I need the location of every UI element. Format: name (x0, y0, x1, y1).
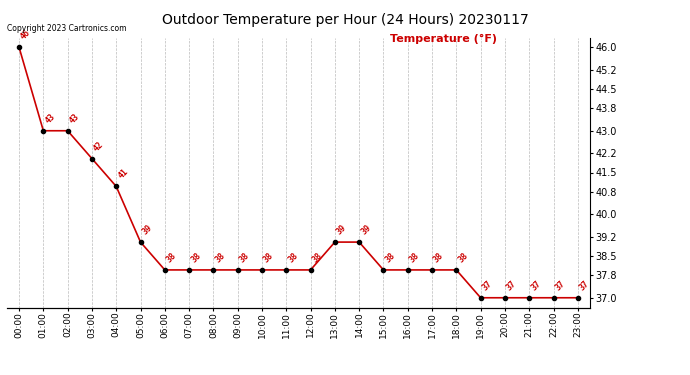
Text: 38: 38 (286, 251, 299, 264)
Text: 37: 37 (553, 279, 567, 292)
Text: 38: 38 (189, 251, 203, 264)
Text: 38: 38 (384, 251, 397, 264)
Text: 38: 38 (213, 251, 227, 264)
Text: Outdoor Temperature per Hour (24 Hours) 20230117: Outdoor Temperature per Hour (24 Hours) … (161, 13, 529, 27)
Text: 38: 38 (408, 251, 421, 264)
Text: 43: 43 (68, 112, 81, 125)
Text: 39: 39 (141, 223, 154, 237)
Text: 41: 41 (116, 167, 130, 181)
Text: 37: 37 (529, 279, 542, 292)
Text: 38: 38 (237, 251, 251, 264)
Text: 38: 38 (456, 251, 470, 264)
Text: 38: 38 (310, 251, 324, 264)
Text: 38: 38 (432, 251, 446, 264)
Text: 42: 42 (92, 140, 106, 153)
Text: 39: 39 (359, 223, 373, 237)
Text: 39: 39 (335, 223, 348, 237)
Text: Temperature (°F): Temperature (°F) (390, 34, 497, 44)
Text: 43: 43 (43, 112, 57, 125)
Text: 38: 38 (165, 251, 178, 264)
Text: 37: 37 (481, 279, 494, 292)
Text: 46: 46 (19, 28, 32, 42)
Text: Copyright 2023 Cartronics.com: Copyright 2023 Cartronics.com (7, 24, 126, 33)
Text: 37: 37 (578, 279, 591, 292)
Text: 37: 37 (505, 279, 518, 292)
Text: 38: 38 (262, 251, 275, 264)
